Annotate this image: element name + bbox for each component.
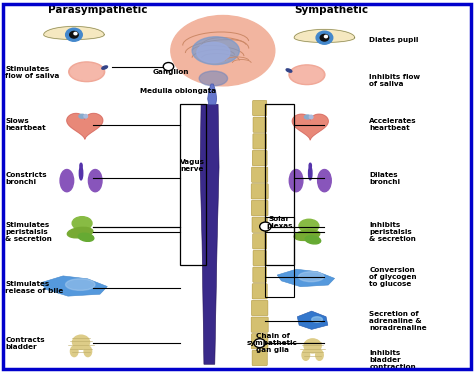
Ellipse shape	[197, 43, 230, 63]
Polygon shape	[44, 26, 104, 40]
Text: Contracts
bladder: Contracts bladder	[5, 337, 45, 350]
Text: Inhibits flow
of saliva: Inhibits flow of saliva	[369, 74, 420, 87]
Polygon shape	[67, 113, 103, 139]
Ellipse shape	[79, 114, 85, 118]
Ellipse shape	[89, 169, 102, 192]
FancyBboxPatch shape	[252, 167, 268, 182]
Circle shape	[74, 32, 77, 35]
Ellipse shape	[305, 236, 321, 244]
FancyBboxPatch shape	[253, 117, 266, 132]
FancyBboxPatch shape	[251, 200, 268, 216]
Ellipse shape	[192, 37, 239, 65]
Bar	[265, 104, 294, 266]
FancyBboxPatch shape	[253, 234, 267, 249]
Ellipse shape	[79, 167, 83, 180]
Ellipse shape	[309, 163, 311, 168]
Ellipse shape	[310, 115, 313, 119]
Text: Medulla oblongata: Medulla oblongata	[140, 88, 216, 94]
Text: Diates pupil: Diates pupil	[369, 37, 419, 43]
Polygon shape	[292, 114, 328, 140]
Circle shape	[260, 222, 271, 231]
Ellipse shape	[71, 346, 78, 357]
Polygon shape	[200, 104, 219, 364]
Text: Stimulates
release of bile: Stimulates release of bile	[5, 281, 64, 294]
Text: Parasympathetic: Parasympathetic	[48, 5, 147, 15]
FancyBboxPatch shape	[252, 284, 267, 299]
Text: Accelerates
heartbeat: Accelerates heartbeat	[369, 118, 417, 131]
Ellipse shape	[316, 350, 323, 360]
FancyBboxPatch shape	[251, 184, 268, 199]
Bar	[180, 104, 206, 266]
Text: Constricts
bronchi: Constricts bronchi	[5, 172, 47, 185]
Ellipse shape	[304, 115, 310, 119]
Ellipse shape	[199, 71, 228, 86]
Polygon shape	[277, 269, 335, 287]
Circle shape	[65, 28, 82, 41]
Ellipse shape	[65, 279, 95, 290]
FancyBboxPatch shape	[251, 317, 268, 332]
Ellipse shape	[80, 163, 82, 168]
Polygon shape	[294, 29, 355, 43]
Ellipse shape	[69, 62, 105, 82]
Text: Dilates
bronchi: Dilates bronchi	[369, 172, 401, 185]
Circle shape	[70, 31, 78, 38]
Text: Conversion
of glycogen
to glucose: Conversion of glycogen to glucose	[369, 267, 417, 286]
FancyBboxPatch shape	[253, 100, 267, 116]
Ellipse shape	[289, 65, 325, 85]
Ellipse shape	[286, 69, 292, 72]
Ellipse shape	[299, 272, 324, 282]
FancyBboxPatch shape	[253, 134, 266, 149]
Circle shape	[324, 35, 328, 38]
FancyBboxPatch shape	[253, 250, 266, 266]
Ellipse shape	[291, 66, 323, 83]
FancyBboxPatch shape	[251, 334, 268, 349]
Ellipse shape	[102, 66, 108, 69]
Text: Slows
heartbeat: Slows heartbeat	[5, 118, 46, 131]
Circle shape	[254, 339, 265, 348]
Ellipse shape	[72, 217, 92, 230]
Text: Sympathetic: Sympathetic	[294, 5, 369, 15]
Bar	[265, 217, 294, 297]
Ellipse shape	[60, 169, 73, 192]
Text: Secretion of
adrenaline &
noradrenaline: Secretion of adrenaline & noradrenaline	[369, 311, 427, 331]
Text: Ganglion: Ganglion	[153, 69, 189, 75]
Ellipse shape	[309, 167, 312, 180]
Ellipse shape	[84, 346, 91, 357]
FancyBboxPatch shape	[252, 350, 267, 366]
Text: Vagus
nerve: Vagus nerve	[180, 159, 205, 172]
Ellipse shape	[71, 63, 103, 80]
Text: Inhibits
peristalsis
& secretion: Inhibits peristalsis & secretion	[369, 222, 416, 242]
Ellipse shape	[304, 339, 321, 353]
Ellipse shape	[312, 317, 322, 322]
Polygon shape	[41, 276, 107, 296]
FancyBboxPatch shape	[252, 217, 267, 232]
Ellipse shape	[223, 51, 256, 72]
Ellipse shape	[318, 169, 331, 192]
Polygon shape	[297, 311, 328, 329]
Ellipse shape	[302, 350, 310, 360]
Polygon shape	[208, 84, 217, 104]
Ellipse shape	[289, 169, 303, 192]
Text: Inhibits
bladder
contraction: Inhibits bladder contraction	[369, 350, 416, 370]
Ellipse shape	[299, 219, 319, 232]
Text: Stimulates
flow of saliva: Stimulates flow of saliva	[5, 66, 60, 79]
FancyBboxPatch shape	[253, 267, 266, 282]
Text: Solar
plexas: Solar plexas	[266, 216, 293, 229]
Ellipse shape	[67, 227, 93, 238]
Circle shape	[320, 34, 328, 41]
Ellipse shape	[171, 16, 275, 86]
Text: Stimulates
peristalsis
& secretion: Stimulates peristalsis & secretion	[5, 222, 52, 242]
Ellipse shape	[84, 115, 88, 118]
Circle shape	[163, 63, 173, 70]
Text: Chain of
sympathetic
gan glia: Chain of sympathetic gan glia	[247, 333, 298, 353]
Circle shape	[316, 31, 333, 44]
Ellipse shape	[73, 335, 90, 349]
FancyBboxPatch shape	[252, 150, 267, 166]
Ellipse shape	[78, 233, 94, 241]
FancyBboxPatch shape	[252, 300, 268, 316]
Ellipse shape	[294, 230, 319, 241]
